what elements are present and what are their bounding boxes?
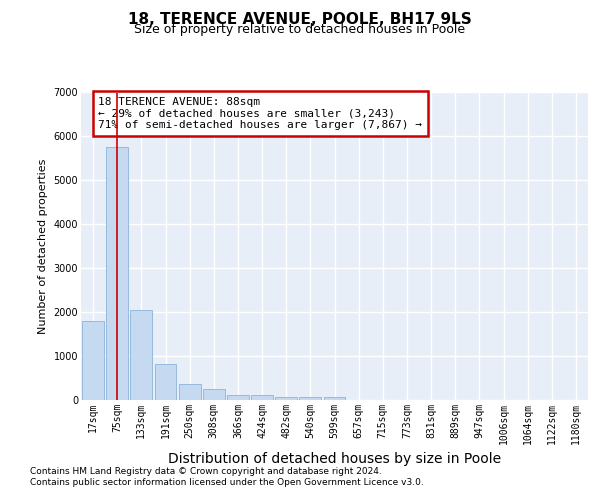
Y-axis label: Number of detached properties: Number of detached properties (38, 158, 48, 334)
Bar (130, 310, 152, 400)
X-axis label: Distribution of detached houses by size in Poole: Distribution of detached houses by size … (168, 452, 501, 466)
Bar (275, 396, 297, 400)
Bar (251, 395, 273, 400)
Bar (106, 148, 128, 400)
Text: Contains HM Land Registry data © Crown copyright and database right 2024.: Contains HM Land Registry data © Crown c… (30, 467, 382, 476)
Text: 18, TERENCE AVENUE, POOLE, BH17 9LS: 18, TERENCE AVENUE, POOLE, BH17 9LS (128, 12, 472, 28)
Bar (203, 390, 224, 400)
Bar (179, 384, 200, 400)
Bar (82, 321, 104, 400)
Bar (323, 396, 346, 400)
Bar (227, 394, 249, 400)
Bar (299, 396, 321, 400)
Bar (155, 364, 176, 400)
Text: Size of property relative to detached houses in Poole: Size of property relative to detached ho… (134, 22, 466, 36)
Text: 18 TERENCE AVENUE: 88sqm
← 29% of detached houses are smaller (3,243)
71% of sem: 18 TERENCE AVENUE: 88sqm ← 29% of detach… (98, 97, 422, 130)
Text: Contains public sector information licensed under the Open Government Licence v3: Contains public sector information licen… (30, 478, 424, 487)
